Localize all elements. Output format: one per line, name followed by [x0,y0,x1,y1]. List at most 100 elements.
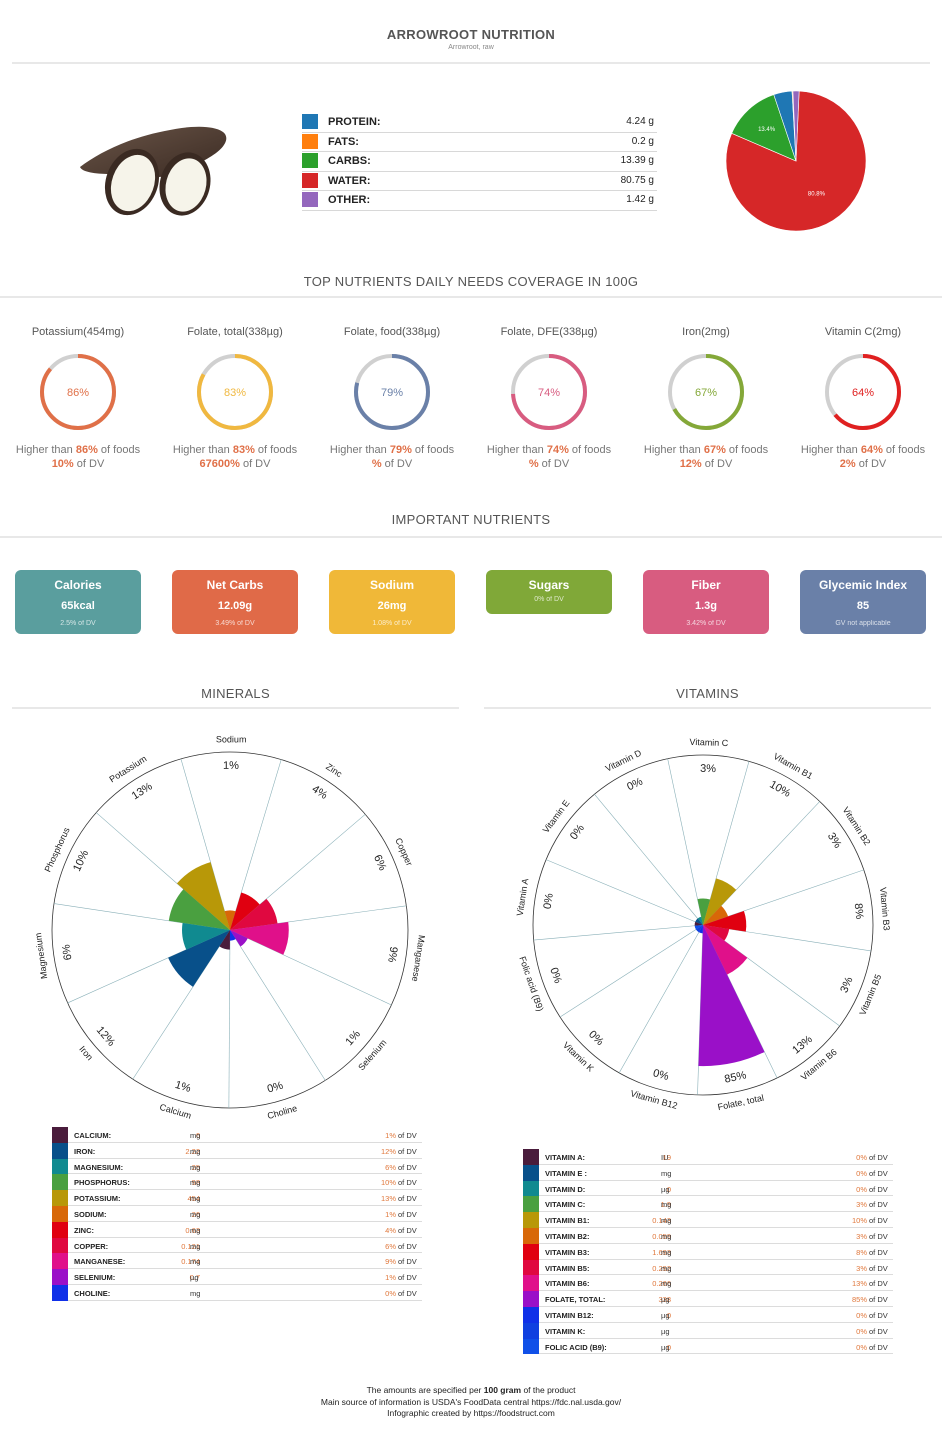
ring-percent: 67% [695,387,717,399]
coverage-ring: 64% [825,354,901,430]
vitamins-table: VITAMIN A: 19 IU 0% of DV VITAMIN E : mg 0% of D… [523,1149,893,1355]
radial-outline [532,754,874,1096]
vitamins-radial-chart: Vitamin A 0%Vitamin E0%Vitamin D0%Vitamin… [515,737,892,1112]
radial-value-label: 6% [371,853,389,873]
row-unit: µg [661,1326,670,1336]
card-value: 65kcal [61,600,95,612]
row-unit: mg [190,1194,201,1204]
card-value: 26mg [377,600,407,612]
vitamins-row: VITAMIN B2: 0.059 mg 3% of DV [523,1227,893,1244]
macro-row-protein: PROTEIN: 4.24 g [302,113,657,133]
macro-row-water: WATER: 80.75 g [302,172,657,191]
radial-category-label: Copper [393,836,414,867]
row-of-dv: of DV [398,1225,417,1235]
row-swatch [52,1190,68,1206]
higher-value: 74% [546,444,569,456]
ring-fill [511,354,587,430]
row-swatch [523,1275,539,1292]
row-name: IRON: [74,1146,96,1156]
radial-spoke [702,801,820,926]
radial-value-label: 0% [266,1080,285,1096]
higher-post: of foods [568,444,612,456]
radial-value-label: 9% [385,946,399,964]
higher-post: of foods [882,444,926,456]
radial-value-label: 6% [60,943,74,961]
radial-value-label: 3% [700,763,716,776]
row-swatch [52,1253,68,1270]
row-percent: 10% [380,1178,396,1188]
coverage-item: Potassium(454mg) 86% Higher than 86% of fo… [3,326,153,470]
row-unit: mg [661,1200,672,1210]
row-swatch [52,1269,68,1285]
radial-value-label: 1% [343,1028,363,1048]
radial-category-label: Calcium [158,1102,192,1121]
radial-value-label: 0% [652,1067,671,1083]
card-label: Fiber [691,578,721,592]
radial-category-label: Selenium [356,1038,388,1073]
coverage-higher: Higher than 74% of foods [474,444,624,456]
radial-category-label: Vitamin B5 [857,973,883,1017]
row-name: VITAMIN E : [545,1168,587,1178]
pie-slice-label: 13.4% [758,127,776,133]
macro-name: FATS: [328,135,359,148]
row-unit: mg [661,1247,672,1257]
macro-row-fats: FATS: 0.2 g [302,133,657,152]
row-percent: 3% [856,1231,867,1241]
vitamins-row: VITAMIN B6: 0.266 mg 13% of DV [523,1275,893,1292]
minerals-title: MINERALS [201,686,270,701]
coverage-ring: 83% [197,354,273,430]
card-dv: 3.49% of DV [215,620,255,627]
nutrient-card-glycemic-index: Glycemic Index 85 GV not applicable [800,570,926,634]
row-unit: IU [661,1153,669,1162]
coverage-higher: Higher than 79% of foods [317,444,467,456]
macro-swatch [302,114,318,129]
radial-spoke [228,929,231,1108]
radial-category-label: Iron [77,1044,95,1062]
row-of-dv: of DV [869,1247,888,1257]
coverage-item: Folate, total(338µg) 83% Higher than 83% o… [160,326,310,470]
radial-wedge-sodium [224,910,236,930]
row-swatch [523,1243,539,1260]
radial-category-label: Vitamin K [561,1040,596,1074]
coverage-ring: 79% [354,354,430,430]
radial-wedge-iron [168,930,230,987]
radial-spoke [229,929,392,1006]
minerals-row: MANGANESE: 0.174 mg 9% of DV [52,1253,422,1270]
page-title: ARROWROOT NUTRITION [386,27,556,42]
card-dv: 0% of DV [534,596,564,603]
row-unit: mg [190,1146,201,1156]
dv-value: % [371,458,382,470]
radial-category-label: Vitamin C [689,737,729,748]
radial-category-label: Vitamin B3 [878,887,892,931]
divider [12,707,459,709]
row-swatch [523,1149,539,1165]
radial-spoke [618,924,704,1074]
row-unit: mg [661,1279,672,1289]
nutrient-card-fiber: Fiber 1.3g 3.42% of DV [643,570,769,634]
higher-post: of foods [411,444,455,456]
dv-post: of DV [855,458,887,470]
vitamins-row: VITAMIN B3: 1.693 mg 8% of DV [523,1243,893,1260]
radial-wedge-magnesium [182,922,230,950]
radial-value-label: 0% [542,892,556,910]
row-name: VITAMIN D: [545,1184,586,1194]
radial-category-label: Sodium [216,734,247,744]
ring-percent: 64% [852,387,874,399]
nutrient-card-calories: Calories 65kcal 2.5% of DV [15,570,141,634]
radial-wedge-manganese [230,922,289,955]
row-value: 98 [191,1178,200,1188]
radial-value-label: 13% [790,1033,815,1056]
card-dv: 3.42% of DV [686,620,726,627]
dv-value: 10% [51,458,74,470]
radial-spoke [180,758,231,931]
radial-category-label: Potassium [108,754,149,785]
row-percent: 9% [385,1257,396,1267]
minerals-row: IRON: 2.22 mg 12% of DV [52,1142,422,1159]
coverage-item: Vitamin C(2mg) 64% Higher than 64% of food… [788,326,938,470]
coverage-label: Iron(2mg) [682,326,730,338]
macro-swatch [302,192,318,207]
row-percent: 3% [856,1263,867,1273]
row-swatch [523,1164,539,1181]
macro-row-other: OTHER: 1.42 g [302,191,657,211]
row-value: 0.266 [652,1279,671,1289]
